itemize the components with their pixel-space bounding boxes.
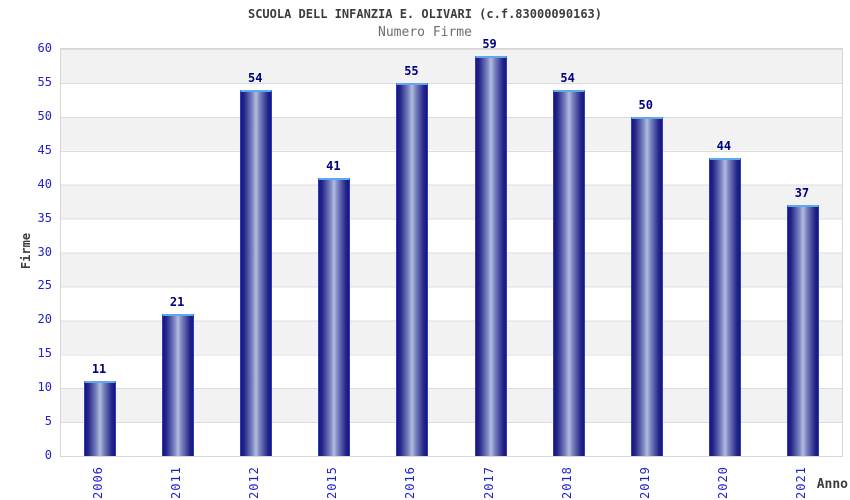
chart-title: SCUOLA DELL INFANZIA E. OLIVARI (c.f.830… (247, 7, 602, 21)
x-tick-label: 2006 (91, 466, 106, 499)
y-tick-label: 45 (37, 142, 52, 157)
bar-2016 (396, 82, 429, 456)
bar-value-label: 54 (248, 70, 263, 85)
bar-2012 (240, 89, 273, 456)
x-tick-label: 2011 (169, 466, 184, 499)
x-tick-label: 2018 (559, 466, 574, 499)
chart-subtitle: Numero Firme (378, 25, 472, 40)
bar-value-label: 21 (169, 294, 185, 309)
bar-value-label: 59 (482, 36, 497, 51)
bar-value-label: 37 (794, 186, 810, 201)
x-tick-label: 2012 (247, 466, 262, 499)
plot-area (60, 48, 843, 457)
y-tick-label: 60 (37, 41, 52, 55)
bar-2021 (786, 205, 819, 456)
y-tick-label: 35 (37, 210, 52, 225)
bar-2015 (318, 177, 351, 456)
bar-value-label: 41 (326, 158, 341, 173)
x-tick-label: 2019 (637, 466, 652, 499)
x-tick-label: 2021 (793, 466, 808, 499)
y-tick-label: 10 (37, 380, 52, 395)
x-tick-label: 2020 (715, 466, 730, 499)
y-tick-label: 50 (37, 108, 52, 123)
bar-2017 (474, 55, 507, 456)
y-tick-label: 0 (44, 448, 52, 462)
y-tick-label: 30 (37, 244, 52, 259)
y-tick-label: 25 (37, 278, 52, 293)
x-tick-label: 2016 (403, 466, 418, 499)
y-tick-label: 40 (37, 176, 52, 191)
y-tick-label: 55 (37, 74, 52, 89)
bar-value-label: 44 (716, 138, 732, 153)
x-tick-label: 2017 (481, 466, 496, 499)
x-tick-label: 2015 (325, 466, 340, 499)
y-tick-label: 20 (37, 312, 52, 327)
bar-value-label: 11 (91, 362, 107, 377)
x-axis-title: Anno (816, 477, 848, 492)
bar-2020 (708, 157, 741, 456)
bar-value-label: 50 (638, 97, 653, 112)
bar-2006 (84, 381, 117, 456)
bar-2019 (630, 116, 663, 456)
bar-value-label: 54 (560, 70, 575, 85)
bar-value-label: 55 (404, 63, 419, 78)
bar-2018 (552, 89, 585, 456)
y-tick-label: 15 (37, 346, 52, 361)
y-tick-label: 5 (44, 414, 52, 429)
bar-2011 (162, 313, 195, 456)
